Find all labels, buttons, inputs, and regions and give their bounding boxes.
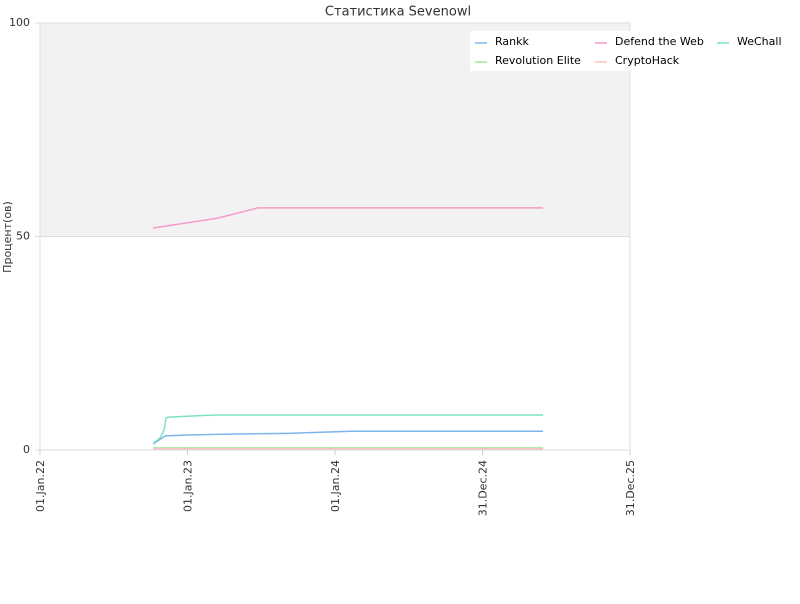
legend-label: CryptoHack (615, 54, 680, 67)
y-tick-label: 0 (23, 443, 30, 456)
legend-label: WeChall (737, 35, 782, 48)
x-tick-label: 31.Dec.25 (624, 460, 637, 516)
x-tick-label: 01.Jan.24 (329, 460, 342, 512)
x-tick-label: 31.Dec.24 (477, 460, 490, 516)
series-line (152, 430, 544, 445)
x-tick-label: 01.Jan.23 (182, 460, 195, 512)
y-axis-label: Процент(ов) (1, 201, 14, 273)
legend-label: Revolution Elite (495, 54, 581, 67)
legend-box (470, 31, 800, 71)
series-line (152, 414, 544, 444)
legend-label: Defend the Web (615, 35, 704, 48)
legend-label: Rankk (495, 35, 529, 48)
y-tick-label: 100 (9, 16, 30, 29)
chart-title: Статистика Sevenowl (325, 5, 471, 20)
x-tick-label: 01.Jan.22 (34, 460, 47, 512)
series-line (153, 207, 544, 229)
y-tick-label: 50 (16, 230, 30, 243)
